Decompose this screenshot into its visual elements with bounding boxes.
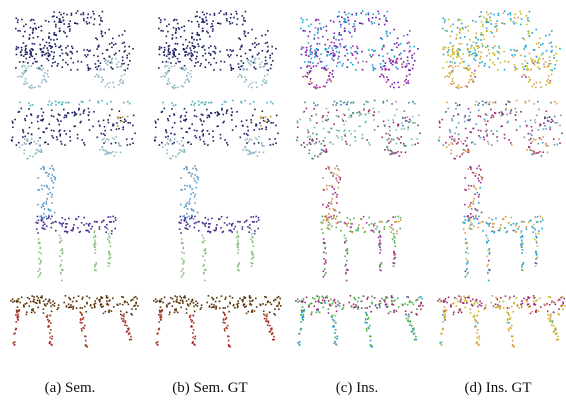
point-cloud-chair-col-3 xyxy=(320,165,402,282)
caption-ins: (c) Ins. xyxy=(335,380,379,396)
caption-sem-gt: (b) Sem. GT xyxy=(172,380,248,396)
point-cloud-suv-col-4 xyxy=(437,99,563,160)
caption-ins-gt: (d) Ins. GT xyxy=(464,380,532,396)
point-cloud-pickup-truck-col-2 xyxy=(158,10,277,90)
caption-sem: (a) Sem. xyxy=(44,380,96,396)
point-cloud-table-col-1 xyxy=(10,295,139,348)
point-cloud-suv-col-3 xyxy=(295,99,421,160)
point-cloud-chair-col-4 xyxy=(462,165,544,282)
point-cloud-chair-col-2 xyxy=(178,165,260,282)
point-cloud-pickup-truck-col-4 xyxy=(442,10,561,90)
point-cloud-table-col-3 xyxy=(295,295,424,348)
point-cloud-pickup-truck-col-3 xyxy=(300,10,419,90)
point-cloud-suv-col-2 xyxy=(153,99,279,160)
point-cloud-table-col-2 xyxy=(153,295,282,348)
point-cloud-table-col-4 xyxy=(437,295,566,348)
point-cloud-pickup-truck-col-1 xyxy=(15,10,134,90)
point-cloud-suv-col-1 xyxy=(10,99,136,160)
point-cloud-chair-col-1 xyxy=(35,165,117,282)
